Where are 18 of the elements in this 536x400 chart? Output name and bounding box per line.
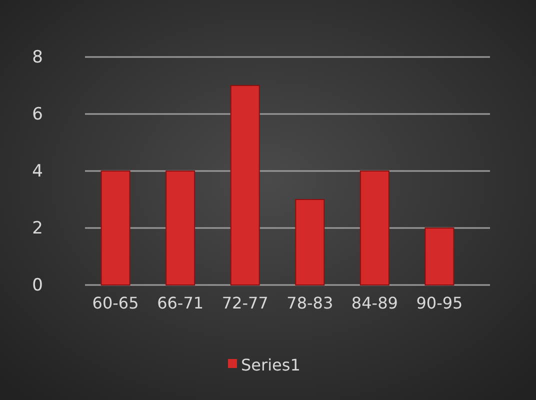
text: Series1 <box>241 356 300 375</box>
x-tick-label: 90-95 <box>416 293 463 312</box>
x-tick-label: 84-89 <box>351 293 398 312</box>
y-tick-label: 0 <box>32 275 43 296</box>
x-tick-label: 78-83 <box>286 293 334 312</box>
y-tick-label: 6 <box>32 104 43 124</box>
y-tick-label: 2 <box>32 218 43 238</box>
x-tick-label: 60-65 <box>92 293 139 312</box>
bar <box>295 199 325 286</box>
y-tick-label: 4 <box>32 161 43 182</box>
bar <box>230 85 260 286</box>
bar <box>360 170 390 286</box>
bar <box>424 228 454 286</box>
x-tick-label: 66-71 <box>157 293 204 312</box>
bar <box>166 170 196 286</box>
y-tick-label: 8 <box>32 47 43 68</box>
x-tick-label: 72-77 <box>222 293 268 312</box>
bar <box>100 170 130 286</box>
